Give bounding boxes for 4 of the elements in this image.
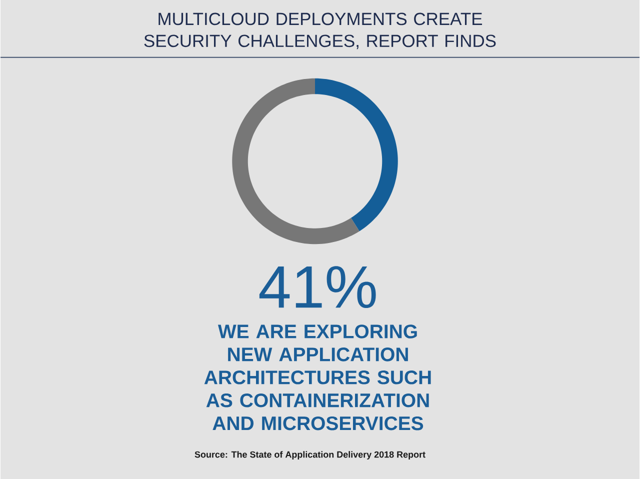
source-note: Source: The State of Application Delivery 2018 Report bbox=[194, 450, 426, 460]
chart-title: MULTICLOUD DEPLOYMENTS CREATE SECURITY CHALLENGES, REPORT FINDS bbox=[144, 12, 496, 50]
text: 41% bbox=[259, 266, 376, 308]
text: WE ARE EXPLORING NEW APPLICATION ARCHITECTURES SUCH AS CONTAINERIZATION AND MICROSERVICES bbox=[204, 324, 431, 430]
